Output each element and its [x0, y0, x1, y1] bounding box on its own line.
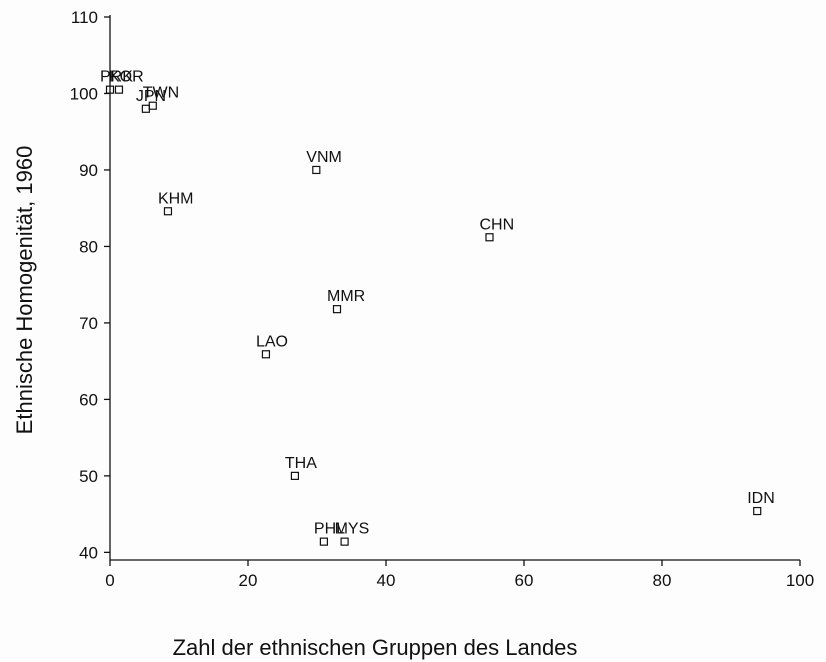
y-tick-label: 80 — [79, 237, 98, 256]
x-tick-label: 100 — [786, 571, 814, 590]
point-label: PRK — [100, 69, 133, 86]
point-label: TWN — [143, 85, 179, 102]
point-label: PHL — [314, 521, 345, 538]
point — [332, 305, 342, 314]
point-label: LAO — [256, 333, 288, 350]
point-label: THA — [285, 455, 317, 472]
point — [753, 506, 762, 516]
point — [163, 207, 173, 216]
point — [312, 165, 321, 175]
point-label: MYS — [335, 521, 370, 538]
x-tick-label: 40 — [377, 571, 396, 590]
point-label: JPN — [136, 88, 166, 105]
x-axis-label: Zahl der ethnischen Gruppen des Landes — [173, 635, 578, 660]
point-label: VNM — [306, 149, 342, 166]
point — [319, 537, 328, 546]
point — [290, 471, 300, 480]
x-tick-label: 80 — [653, 571, 672, 590]
x-tick-label: 20 — [239, 571, 258, 590]
point — [261, 350, 271, 359]
point-label: KHM — [158, 190, 194, 207]
y-axis-label: Ethnische Homogenität, 1960 — [12, 146, 37, 435]
y-tick-label: 40 — [79, 543, 98, 562]
y-tick-label: 70 — [79, 314, 98, 333]
point-label: MMR — [327, 288, 365, 305]
y-tick-label: 100 — [70, 84, 98, 103]
x-tick-label: 60 — [515, 571, 534, 590]
point — [141, 104, 150, 113]
y-tick-label: 90 — [79, 161, 98, 180]
y-tick-label: 50 — [79, 467, 98, 486]
y-tick-label: 110 — [71, 8, 98, 27]
point — [148, 101, 157, 110]
point — [105, 85, 115, 94]
point-label: IDN — [747, 490, 775, 507]
x-tick-label: 0 — [105, 571, 114, 590]
point — [340, 537, 349, 546]
point-label: KOR — [109, 69, 144, 86]
point — [485, 233, 494, 242]
y-tick-label: 60 — [79, 390, 98, 409]
point — [114, 85, 124, 94]
point-label: CHN — [480, 216, 515, 233]
